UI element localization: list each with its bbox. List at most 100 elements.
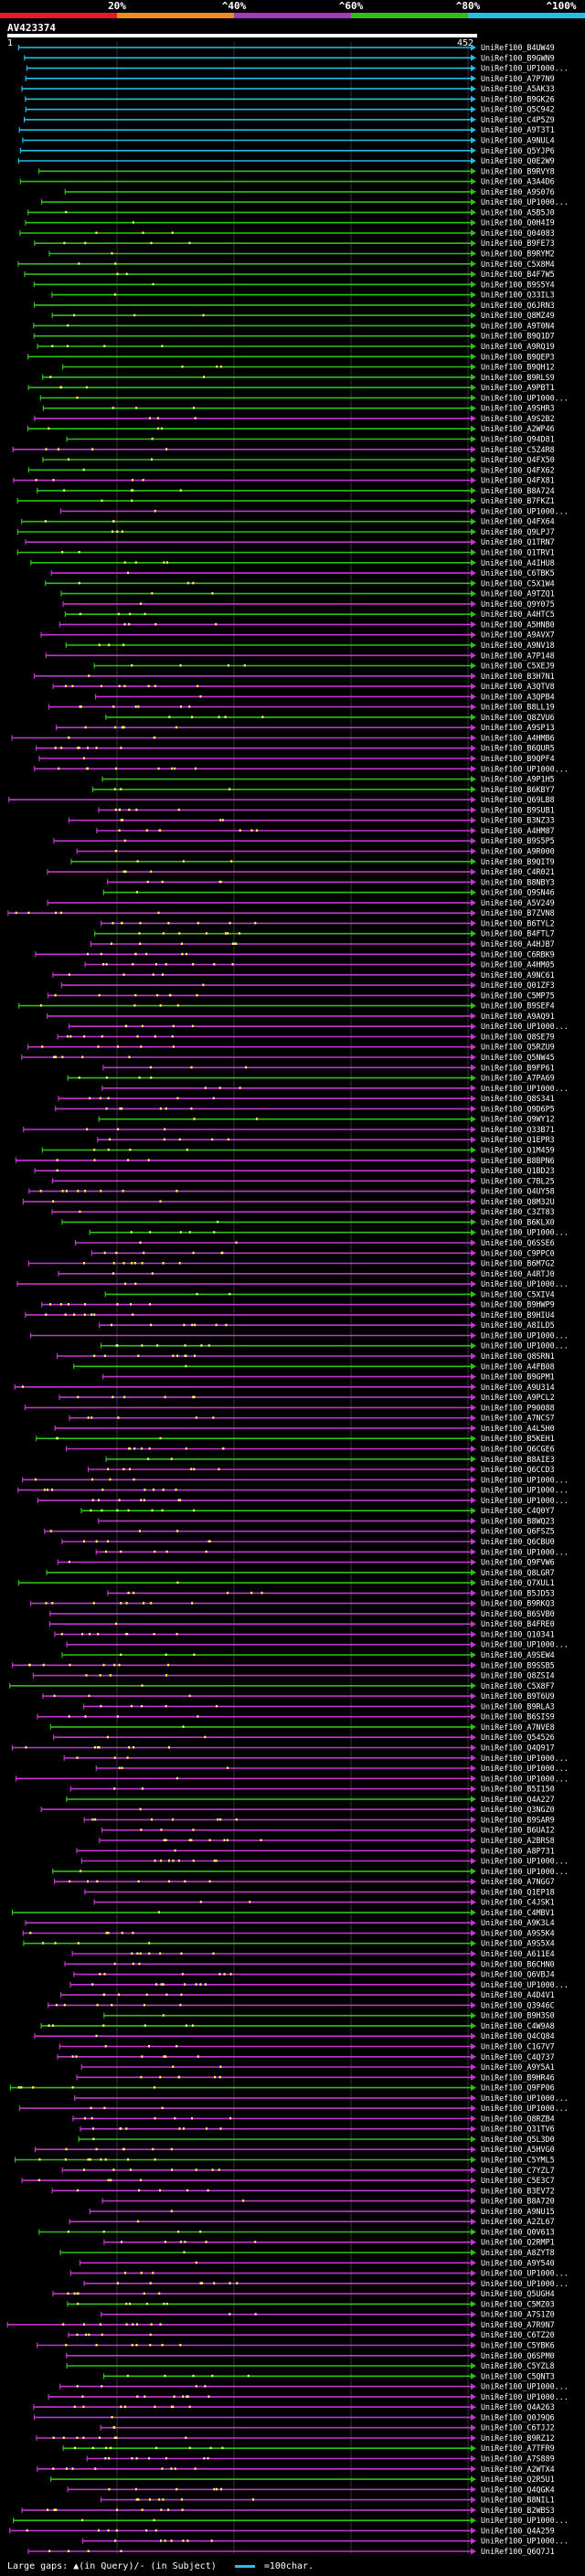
hit-mismatch-mark: [56, 1169, 58, 1172]
hit-mismatch-mark: [154, 1860, 156, 1862]
hit-row: UniRef100_Q8S341: [58, 1094, 555, 1103]
hit-row: UniRef100_A4HTC5: [64, 610, 555, 619]
hit-label: UniRef100_UP1000...: [481, 1279, 569, 1288]
hit-mismatch-mark: [218, 1468, 220, 1470]
hit-row: UniRef100_A9Y540: [79, 2258, 555, 2267]
hit-mismatch-mark: [102, 2231, 105, 2233]
hit-mismatch-mark: [197, 921, 199, 925]
hit-mismatch-mark: [103, 1251, 106, 1255]
hit-label: UniRef100_A4HM05: [481, 960, 555, 970]
hit-mismatch-mark: [42, 1942, 45, 1945]
hit-mismatch-mark: [191, 1323, 194, 1327]
hit-row: UniRef100_Q5NW45: [21, 1053, 555, 1062]
hit-mismatch-mark: [109, 1478, 112, 1481]
hit-label: UniRef100_Q1EP18: [481, 1887, 555, 1896]
hit-end-arrow: [471, 827, 476, 834]
hit-end-arrow: [471, 1517, 476, 1524]
hit-mismatch-mark: [112, 705, 115, 708]
hit-mismatch-mark: [49, 1530, 52, 1532]
hit-mismatch-mark: [115, 2528, 118, 2532]
hit-mismatch-mark: [76, 2333, 79, 2337]
hit-row: UniRef100_A7P7N9: [25, 74, 555, 83]
hit-row: UniRef100_B9SEF4: [18, 1002, 555, 1011]
hit-row: UniRef100_Q69LB8: [8, 795, 555, 804]
hit-mismatch-mark: [178, 1262, 181, 1265]
hit-mismatch-mark: [81, 2395, 84, 2398]
hit-mismatch-mark: [188, 705, 191, 708]
hit-label: UniRef100_A9AVX7: [481, 631, 555, 640]
hit-mismatch-mark: [217, 1818, 219, 1821]
hit-label: UniRef100_B7ZVN8: [481, 908, 555, 917]
hit-mismatch-mark: [133, 1591, 135, 1595]
hit-mismatch-mark: [102, 2024, 105, 2027]
hit-row: UniRef100_C4W9A8: [40, 2021, 555, 2030]
hit-mismatch-mark: [182, 2539, 185, 2542]
hit-row: UniRef100_B9T6U9: [42, 1691, 555, 1701]
hit-row: UniRef100_Q6VBJ4: [73, 1970, 555, 1979]
hit-end-arrow: [471, 1837, 476, 1844]
hit-mismatch-mark: [108, 643, 111, 646]
hit-mismatch-mark: [149, 2333, 152, 2337]
hit-mismatch-mark: [131, 1262, 133, 1265]
hit-mismatch-mark: [82, 2436, 85, 2439]
hit-label: UniRef100_A611E4: [481, 1949, 555, 1958]
hit-label: UniRef100_B6QUR5: [481, 744, 555, 753]
hit-row: UniRef100_B5JD53: [107, 1588, 555, 1597]
hit-mismatch-mark: [165, 1550, 168, 1553]
hit-mismatch-mark: [52, 2467, 55, 2470]
hit-label: UniRef100_B9HR46: [481, 2072, 555, 2082]
hit-mismatch-mark: [199, 2231, 202, 2233]
hit-mismatch-mark: [121, 1766, 123, 1769]
hit-mismatch-mark: [172, 1024, 175, 1028]
hit-row: UniRef100_UP1000...: [101, 1084, 569, 1093]
hit-row: UniRef100_Q0V613: [38, 2228, 555, 2237]
hit-mismatch-mark: [207, 1344, 210, 1347]
hit-row: UniRef100_C6TZ20: [68, 2330, 555, 2339]
scale-swatch: [234, 2564, 255, 2568]
hit-label: UniRef100_Q6CGE6: [481, 1445, 555, 1454]
hit-mismatch-mark: [101, 499, 103, 503]
hit-mismatch-mark: [234, 942, 237, 945]
hit-mismatch-mark: [160, 2539, 162, 2542]
hit-mismatch-mark: [131, 2457, 133, 2460]
hit-mismatch-mark: [184, 1880, 186, 1883]
hit-mismatch-mark: [84, 1303, 86, 1306]
hit-row: UniRef100_A9PCL2: [58, 1393, 555, 1402]
hit-label: UniRef100_A9S5K4: [481, 1929, 555, 1938]
hit-row: UniRef100_Q9Y075: [62, 599, 555, 609]
hit-mismatch-mark: [76, 396, 79, 399]
hit-row: UniRef100_A2WP46: [27, 424, 555, 433]
hit-mismatch-mark: [250, 829, 253, 832]
hit-mismatch-mark: [133, 1478, 135, 1481]
hit-label: UniRef100_Q4FX50: [481, 455, 555, 464]
hit-label: UniRef100_C9PPC0: [481, 1248, 555, 1257]
hit-mismatch-mark: [52, 479, 55, 482]
hit-mismatch-mark: [106, 1735, 109, 1739]
hit-end-arrow: [471, 1971, 476, 1978]
hit-mismatch-mark: [126, 1756, 129, 1759]
hit-mismatch-mark: [193, 1653, 196, 1656]
hit-label: UniRef100_C5XIV4: [481, 1289, 555, 1299]
hit-end-arrow: [471, 65, 476, 72]
hit-mismatch-mark: [152, 2272, 154, 2274]
hit-row: UniRef100_B6SIS9: [37, 1712, 555, 1722]
hit-end-arrow: [471, 1147, 476, 1153]
hit-label: UniRef100_A4FB08: [481, 1362, 555, 1371]
hit-end-arrow: [471, 631, 476, 639]
hit-row: UniRef100_Q5UGH4: [52, 2289, 555, 2298]
hit-mismatch-mark: [138, 2189, 141, 2192]
footer-legend: Large gaps: ▲(in Query)/- (in Subject) =…: [7, 2561, 314, 2571]
hit-mismatch-mark: [121, 1107, 123, 1110]
hit-mismatch-mark: [60, 1633, 63, 1636]
hit-label: UniRef100_UP1000...: [481, 2392, 569, 2401]
hit-end-arrow: [471, 2012, 476, 2019]
hit-label: UniRef100_Q6SPM0: [481, 2351, 555, 2360]
hit-end-arrow: [471, 2321, 476, 2328]
hit-mismatch-mark: [118, 1663, 121, 1667]
hit-row: UniRef100_C5XEJ9: [93, 662, 555, 671]
hit-label: UniRef100_B2WBS3: [481, 2506, 555, 2515]
hit-end-arrow: [471, 1332, 476, 1339]
hit-end-arrow: [471, 302, 476, 309]
hit-end-arrow: [471, 1641, 476, 1648]
hit-end-arrow: [471, 2239, 476, 2246]
